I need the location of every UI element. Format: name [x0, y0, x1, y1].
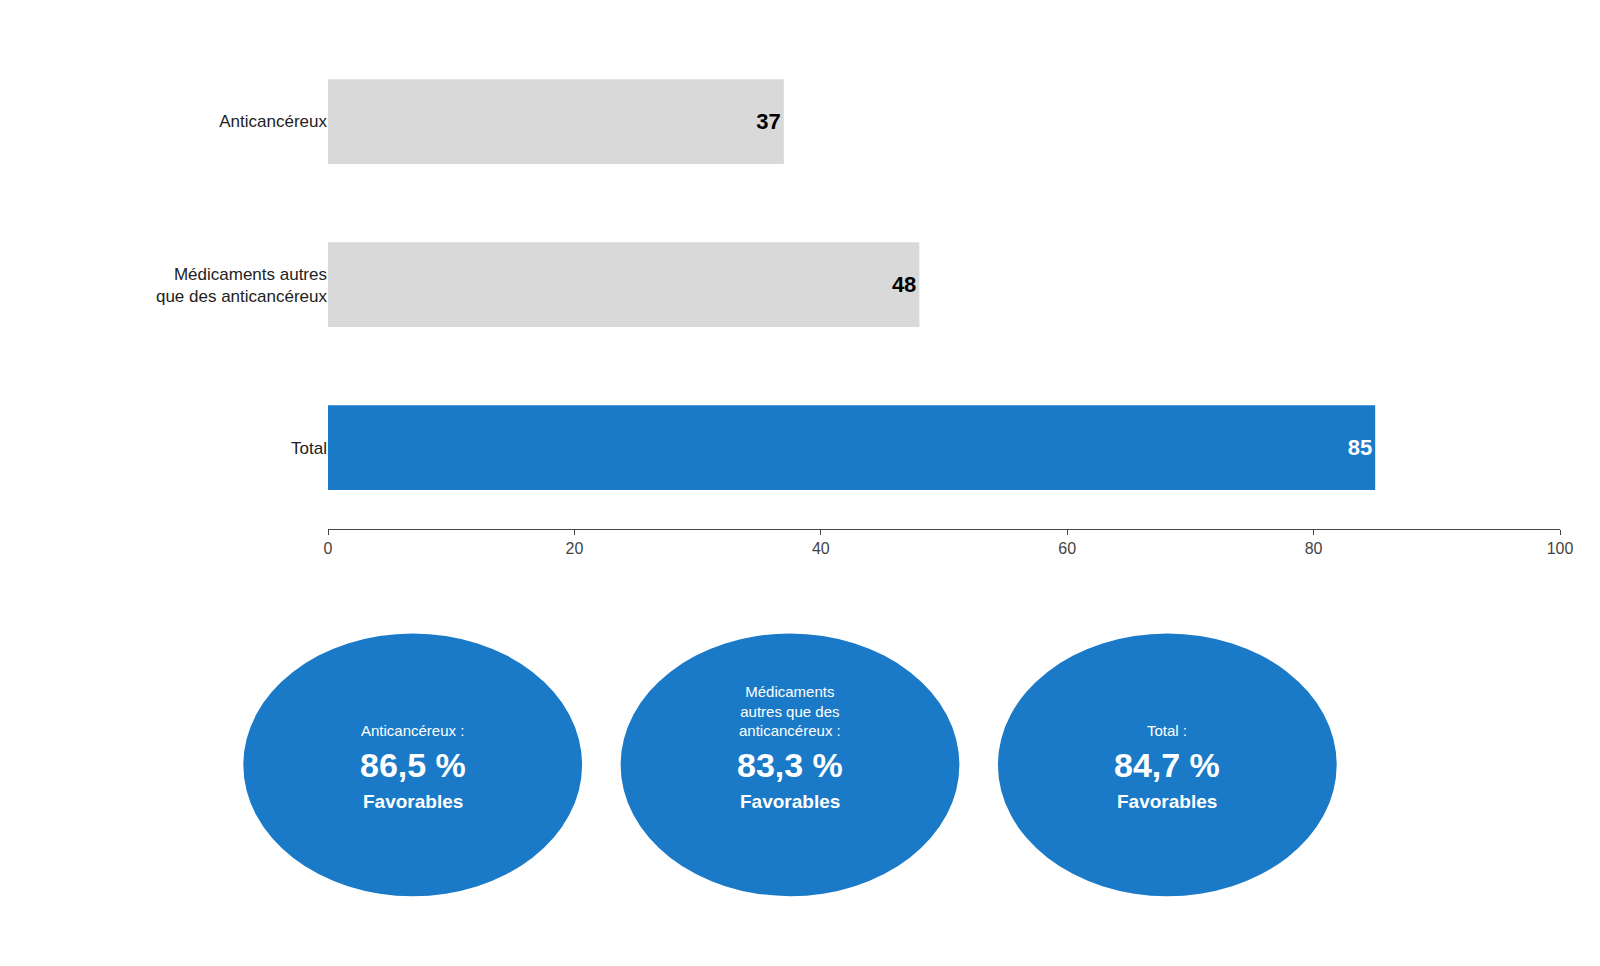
svg-text:Favorables: Favorables: [740, 791, 840, 812]
svg-text:85: 85: [1348, 435, 1372, 460]
svg-text:Total :: Total :: [1147, 722, 1187, 739]
svg-text:20: 20: [566, 540, 584, 557]
svg-text:Médicaments autresque des anti: Médicaments autresque des anticancéreux: [156, 265, 328, 306]
svg-text:Favorables: Favorables: [363, 791, 463, 812]
svg-text:80: 80: [1305, 540, 1323, 557]
svg-text:40: 40: [812, 540, 830, 557]
svg-text:Total: Total: [291, 439, 327, 458]
svg-text:100: 100: [1547, 540, 1574, 557]
svg-text:60: 60: [1058, 540, 1076, 557]
svg-text:Anticancéreux :: Anticancéreux :: [361, 722, 464, 739]
svg-text:83,3 %: 83,3 %: [737, 746, 843, 784]
svg-text:84,7 %: 84,7 %: [1114, 746, 1220, 784]
svg-text:Anticancéreux: Anticancéreux: [219, 112, 327, 131]
svg-text:Médicamentsautres que desantic: Médicamentsautres que desanticancéreux :: [739, 683, 841, 739]
svg-text:Favorables: Favorables: [1117, 791, 1217, 812]
svg-text:86,5 %: 86,5 %: [360, 746, 466, 784]
svg-text:0: 0: [324, 540, 333, 557]
svg-text:48: 48: [892, 272, 916, 297]
svg-text:37: 37: [756, 109, 780, 134]
